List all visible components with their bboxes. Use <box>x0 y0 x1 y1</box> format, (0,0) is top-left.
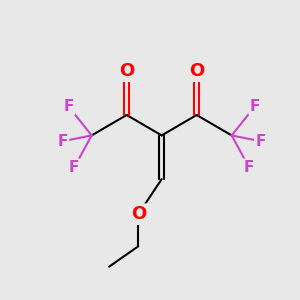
Text: F: F <box>57 134 68 149</box>
Text: F: F <box>69 160 80 175</box>
Text: F: F <box>244 160 254 175</box>
Text: F: F <box>256 134 266 149</box>
Text: F: F <box>250 99 260 114</box>
Text: F: F <box>63 99 74 114</box>
Text: O: O <box>119 62 134 80</box>
Text: O: O <box>131 205 146 223</box>
Text: O: O <box>189 62 204 80</box>
